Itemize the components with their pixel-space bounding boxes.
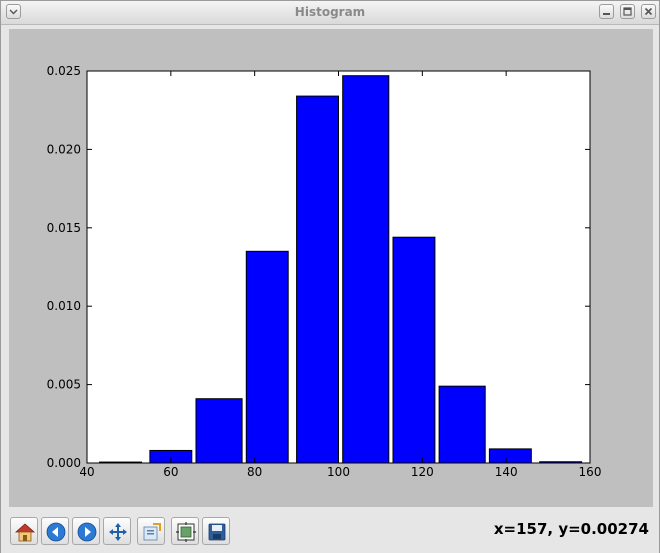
x-tick-label: 160: [579, 465, 602, 479]
figure-canvas[interactable]: 40 60 80 100 120 140 160 0.000 0.005 0.010 0.015 0.…: [9, 29, 653, 507]
x-tick-label: 40: [79, 465, 94, 479]
histogram-bar-7: [392, 236, 436, 464]
minimize-button[interactable]: [599, 4, 614, 19]
y-tick-label: 0.020: [47, 142, 81, 156]
y-tick-label: 0.000: [47, 456, 81, 470]
forward-icon: [77, 522, 97, 542]
y-tick-label: 0.010: [47, 299, 81, 313]
back-icon: [46, 522, 66, 542]
forward-button[interactable]: [72, 517, 100, 545]
x-tick-label: 60: [163, 465, 178, 479]
histogram-bar-6: [342, 75, 390, 464]
subplots-button[interactable]: [171, 517, 199, 545]
histogram-bar-8: [438, 385, 486, 464]
save-icon: [208, 523, 226, 541]
cursor-coordinates: x=157, y=0.00274: [493, 520, 649, 538]
x-tick-label: 120: [411, 465, 434, 479]
window-title: Histogram: [294, 5, 366, 19]
histogram-chart: 40 60 80 100 120 140 160 0.000 0.005 0.010 0.015 0.…: [47, 64, 602, 479]
window-menu-button[interactable]: [6, 4, 21, 19]
zoom-icon: [143, 523, 161, 541]
histogram-bar-9: [488, 448, 532, 464]
y-tick-label: 0.025: [47, 64, 81, 78]
navigation-toolbar: x=157, y=0.00274: [1, 513, 659, 553]
x-tick-label: 140: [495, 465, 518, 479]
x-tick-label: 100: [327, 465, 350, 479]
maximize-button[interactable]: [620, 4, 635, 19]
pan-icon: [109, 523, 127, 541]
close-icon: [644, 7, 653, 16]
zoom-button[interactable]: [137, 517, 165, 545]
title-bar[interactable]: Histogram: [1, 1, 659, 25]
back-button[interactable]: [41, 517, 69, 545]
x-tick-label: 80: [247, 465, 262, 479]
subplots-icon: [176, 522, 196, 542]
histogram-bar-3: [195, 398, 243, 464]
histogram-bar-4: [245, 250, 289, 464]
minimize-icon: [603, 13, 610, 15]
home-icon: [14, 523, 36, 542]
y-tick-label: 0.005: [47, 378, 81, 392]
pan-button[interactable]: [103, 517, 131, 545]
axes-frame: [86, 70, 591, 464]
save-button[interactable]: [202, 517, 230, 545]
maximize-icon: [623, 7, 632, 16]
close-button[interactable]: [641, 4, 656, 19]
y-tick-label: 0.015: [47, 221, 81, 235]
chevron-down-icon: [9, 9, 18, 15]
home-button[interactable]: [10, 517, 38, 545]
histogram-bar-5: [296, 95, 340, 464]
